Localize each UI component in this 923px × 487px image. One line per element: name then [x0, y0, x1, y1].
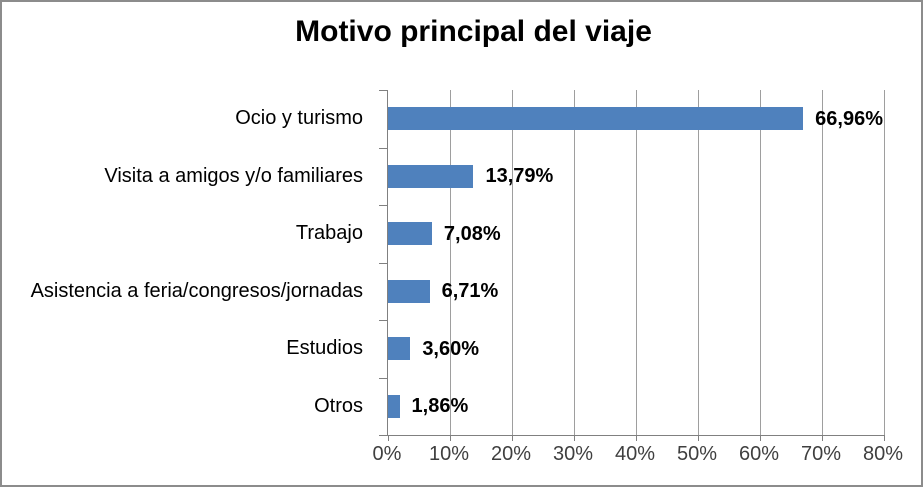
- category-label: Visita a amigos y/o familiares: [104, 164, 363, 187]
- category-label: Trabajo: [295, 222, 363, 245]
- y-axis-tick: [379, 320, 387, 321]
- x-axis-tick: [512, 435, 513, 441]
- x-axis-tick-label: 10%: [428, 443, 470, 465]
- bar: [388, 164, 474, 188]
- x-axis-tick: [822, 435, 823, 441]
- y-axis-tick: [379, 377, 387, 379]
- x-axis-tick: [884, 435, 885, 441]
- x-axis-tick-label: 80%: [862, 443, 904, 465]
- bar-row: 66,96%: [388, 90, 884, 148]
- value-label: 66,96%: [815, 107, 883, 130]
- x-axis-tick: [574, 435, 575, 441]
- value-label: 6,71%: [441, 280, 499, 303]
- bar-row: 3,60%: [388, 320, 884, 378]
- bar-row: 13,79%: [388, 148, 884, 206]
- bar: [388, 107, 804, 131]
- bar: [388, 394, 400, 418]
- gridline: [574, 90, 575, 435]
- x-axis-tick: [450, 435, 451, 441]
- x-axis-tick-label: 0%: [372, 443, 402, 465]
- x-axis-tick-label: 70%: [800, 443, 842, 465]
- y-axis-tick: [379, 90, 387, 91]
- x-axis-tick-label: 20%: [490, 443, 532, 465]
- value-label: 13,79%: [485, 165, 554, 188]
- y-axis-tick: [379, 147, 387, 149]
- value-label: 7,08%: [443, 222, 501, 245]
- chart-title: Motivo principal del viaje: [295, 15, 652, 48]
- y-axis-tick: [379, 205, 387, 206]
- gridline: [450, 90, 451, 435]
- gridline: [512, 90, 513, 435]
- x-axis-tick-labels: 0% 10% 20% 30% 40% 50% 60% 70% 80%: [373, 443, 903, 469]
- x-axis-tick: [388, 435, 389, 441]
- gridline: [884, 90, 885, 435]
- bar: [388, 337, 411, 361]
- gridline: [698, 90, 699, 435]
- bar-row: 6,71%: [388, 263, 884, 321]
- y-axis-tick: [379, 262, 387, 264]
- value-label: 1,86%: [411, 395, 469, 418]
- y-axis-tick: [379, 435, 387, 436]
- gridline: [822, 90, 823, 435]
- category-label: Asistencia a feria/congresos/jornadas: [30, 279, 363, 302]
- x-axis-tick: [760, 435, 761, 441]
- bar: [388, 222, 432, 246]
- category-label: Ocio y turismo: [235, 107, 363, 130]
- x-axis-tick-label: 50%: [676, 443, 718, 465]
- gridline: [636, 90, 637, 435]
- category-label: Estudios: [286, 337, 363, 360]
- x-axis-tick: [636, 435, 637, 441]
- category-axis-labels: Ocio y turismo Visita a amigos y/o famili…: [4, 90, 375, 435]
- category-label: Otros: [314, 394, 363, 417]
- gridline: [760, 90, 761, 435]
- plot-area: 66,96% 13,79% 7,08% 6,71% 3,60% 1,86%: [379, 90, 885, 441]
- x-axis-tick-label: 60%: [738, 443, 780, 465]
- value-label: 3,60%: [422, 337, 480, 360]
- bar-row: 7,08%: [388, 205, 884, 263]
- x-axis-tick-label: 40%: [614, 443, 656, 465]
- bar-row: 1,86%: [388, 378, 884, 436]
- bar: [388, 279, 430, 303]
- x-axis-tick-label: 30%: [552, 443, 594, 465]
- x-axis-tick: [698, 435, 699, 441]
